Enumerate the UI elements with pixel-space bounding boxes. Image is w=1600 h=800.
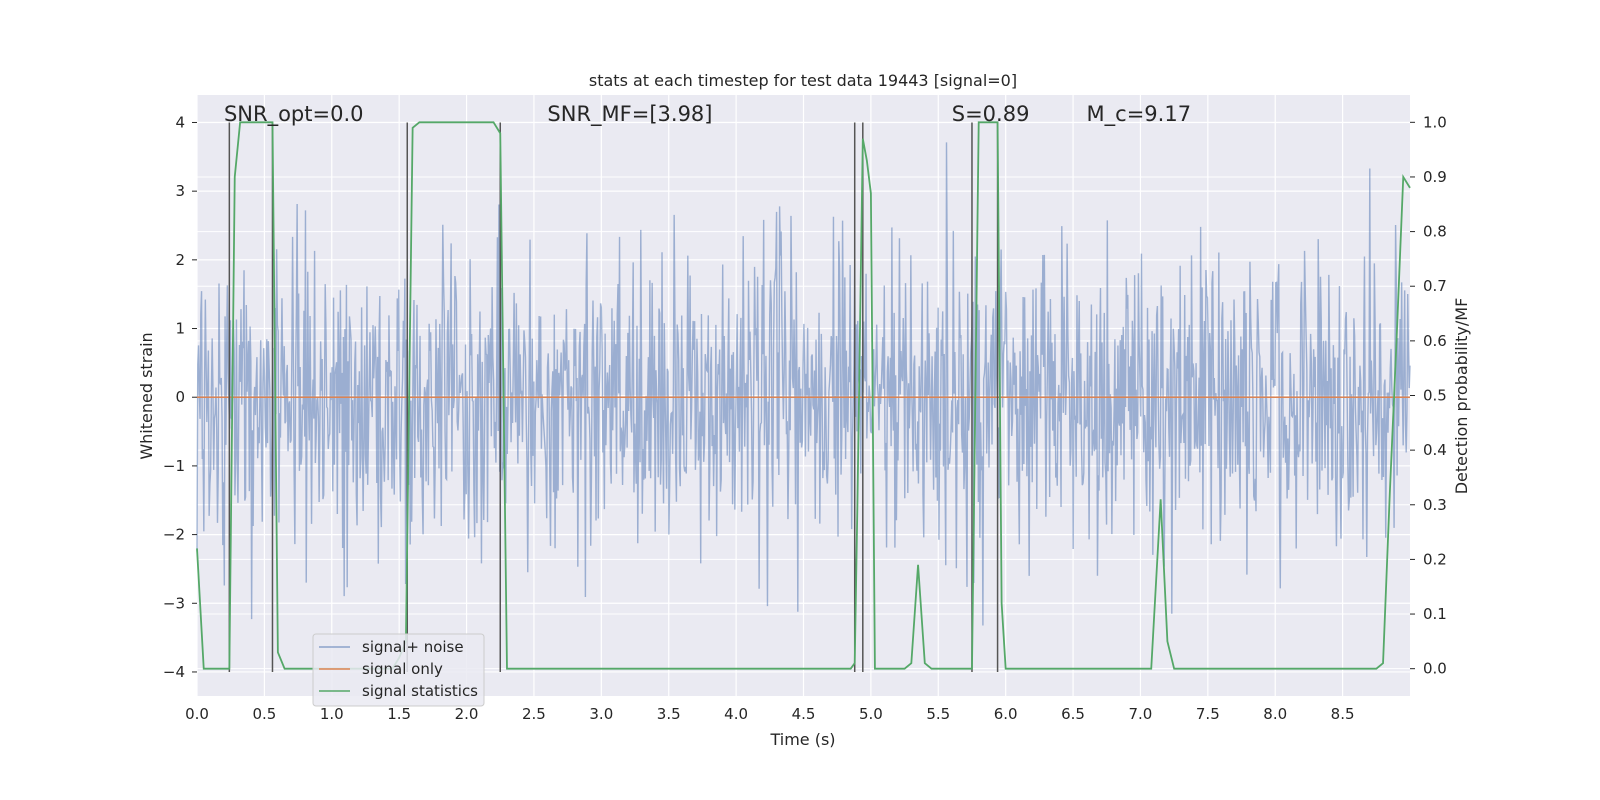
noise-series bbox=[196, 142, 1411, 626]
y-left-tick-label: 1 bbox=[175, 320, 185, 338]
x-tick-label: 8.0 bbox=[1263, 705, 1287, 723]
x-tick-label: 1.0 bbox=[320, 705, 344, 723]
x-axis-label: Time (s) bbox=[769, 730, 835, 749]
y-left-axis-ticks: 4 3 2 1 0 −1 −2 −3 −4 bbox=[163, 113, 197, 681]
y-right-tick-label: 0.4 bbox=[1423, 441, 1447, 459]
y-left-tick-label: −2 bbox=[163, 526, 185, 544]
annotation-0: SNR_opt=0.0 bbox=[224, 102, 364, 127]
chart-title: stats at each timestep for test data 194… bbox=[589, 71, 1017, 90]
y-left-tick-label: 4 bbox=[175, 113, 185, 131]
x-tick-label: 3.5 bbox=[657, 705, 681, 723]
x-tick-label: 5.0 bbox=[859, 705, 883, 723]
y-right-tick-label: 0.6 bbox=[1423, 332, 1447, 350]
x-tick-label: 6.5 bbox=[1061, 705, 1085, 723]
x-tick-label: 7.5 bbox=[1196, 705, 1220, 723]
x-tick-label: 6.0 bbox=[994, 705, 1018, 723]
statistics-line bbox=[196, 121, 1411, 670]
legend-label-statistics: signal statistics bbox=[362, 682, 478, 700]
y-left-tick-label: 3 bbox=[175, 182, 185, 200]
annotations: SNR_opt=0.0 SNR_MF=[3.98] S=0.89 M_c=9.17 bbox=[224, 102, 1191, 127]
y-left-tick-label: −4 bbox=[163, 663, 185, 681]
statistics-series bbox=[196, 121, 1411, 670]
y-right-tick-label: 0.3 bbox=[1423, 496, 1447, 514]
y-right-axis-label: Detection probability/MF bbox=[1452, 298, 1471, 495]
x-tick-label: 3.0 bbox=[589, 705, 613, 723]
x-tick-label: 0.5 bbox=[252, 705, 276, 723]
y-left-tick-label: 2 bbox=[175, 251, 185, 269]
x-tick-label: 8.5 bbox=[1331, 705, 1355, 723]
x-tick-label: 1.5 bbox=[387, 705, 411, 723]
x-tick-label: 4.5 bbox=[792, 705, 816, 723]
y-left-tick-label: −3 bbox=[163, 594, 185, 612]
legend-label-noise: signal+ noise bbox=[362, 638, 464, 656]
annotation-3: M_c=9.17 bbox=[1087, 102, 1192, 127]
y-left-tick-label: 0 bbox=[175, 388, 185, 406]
legend: signal+ noise signal only signal statist… bbox=[312, 633, 485, 707]
y-right-tick-label: 0.5 bbox=[1423, 387, 1447, 405]
x-axis-ticks: 0.0 0.5 1.0 1.5 2.0 2.5 3.0 3.5 4.0 4.5 5.0 5.5 6.0 6… bbox=[185, 705, 1354, 723]
x-tick-label: 4.0 bbox=[724, 705, 748, 723]
y-right-tick-label: 0.0 bbox=[1423, 660, 1447, 678]
y-right-tick-label: 0.9 bbox=[1423, 168, 1447, 186]
x-tick-label: 2.5 bbox=[522, 705, 546, 723]
legend-box bbox=[312, 633, 485, 707]
x-tick-label: 0.0 bbox=[185, 705, 209, 723]
y-right-tick-label: 0.8 bbox=[1423, 223, 1447, 241]
annotation-1: SNR_MF=[3.98] bbox=[547, 102, 712, 127]
y-left-tick-label: −1 bbox=[163, 457, 185, 475]
y-right-tick-label: 0.7 bbox=[1423, 277, 1447, 295]
legend-label-signal-only: signal only bbox=[362, 660, 443, 678]
y-right-axis-ticks: 1.0 0.9 0.8 0.7 0.6 0.5 0.4 0.3 0.2 0.1 0.0 bbox=[1410, 113, 1447, 678]
y-right-tick-label: 1.0 bbox=[1423, 113, 1447, 131]
y-left-axis-label: Whitened strain bbox=[137, 332, 156, 459]
annotation-2: S=0.89 bbox=[952, 102, 1030, 126]
x-tick-label: 7.0 bbox=[1129, 705, 1153, 723]
y-right-tick-label: 0.1 bbox=[1423, 605, 1447, 623]
x-tick-label: 2.0 bbox=[455, 705, 479, 723]
x-tick-label: 5.5 bbox=[926, 705, 950, 723]
noise-line bbox=[196, 142, 1411, 626]
y-right-tick-label: 0.2 bbox=[1423, 550, 1447, 568]
